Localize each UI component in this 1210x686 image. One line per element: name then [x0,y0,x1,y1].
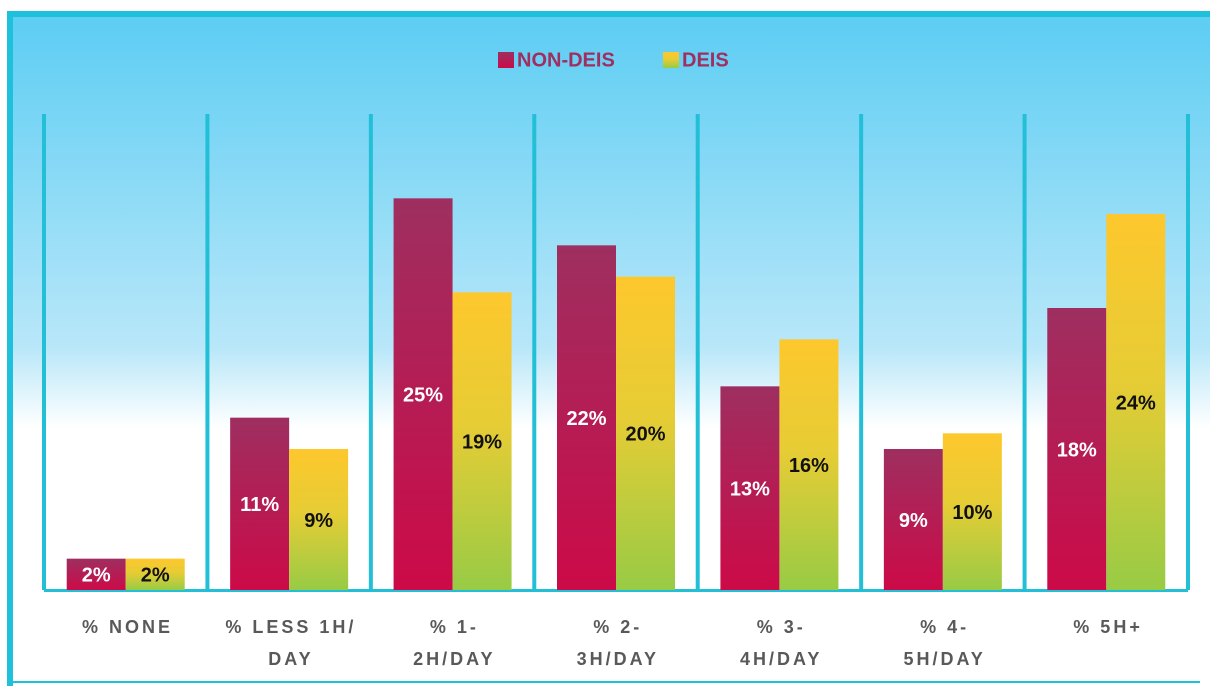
bar [289,449,349,590]
x-tick-label: % 5H+ [1073,617,1143,637]
x-tick-label: % 1- 2H/DAY [413,617,496,669]
bar [779,339,839,590]
value-label: 19% [462,431,502,453]
bar [452,292,512,590]
x-tick-label: % LESS 1H/ DAY [225,617,357,669]
frame-top [7,11,1210,17]
value-label: 10% [952,502,992,524]
legend-swatch [498,52,514,68]
divider [368,114,373,590]
frame-bottom [10,681,1200,683]
value-label: 11% [240,494,279,516]
divider [42,114,46,590]
bar [66,558,126,590]
frame-left [7,11,13,686]
bar [720,386,780,590]
bar [230,417,290,590]
x-tick-label: % NONE [81,617,173,637]
bar [1047,308,1107,590]
legend-label: NON-DEIS [517,49,615,71]
value-label: 20% [625,424,665,446]
divider [1022,114,1027,590]
x-tick-label: % 3- 4H/DAY [740,617,823,669]
bar [1106,214,1166,590]
value-label: 13% [730,478,770,500]
value-label: 2% [141,565,170,587]
legend-label: DEIS [682,49,729,71]
value-label: 9% [304,510,333,532]
bar [942,433,1002,590]
value-label: 22% [566,408,606,430]
legend-swatch [663,52,679,68]
value-label: 16% [789,455,829,477]
bar [393,198,453,591]
divider [695,114,700,590]
value-label: 24% [1116,392,1156,414]
value-label: 18% [1057,439,1097,461]
bar [557,245,616,591]
x-tick-label: % 4- 5H/DAY [903,617,986,669]
x-tick-label: % 2- 3H/DAY [576,617,659,669]
value-label: 25% [403,384,443,406]
divider [859,114,864,590]
divider [532,114,537,590]
bar [125,558,185,590]
value-label: 2% [82,565,111,587]
bar [616,276,675,590]
bar [883,449,943,590]
divider [205,114,210,590]
baseline [44,589,1188,592]
divider [1186,114,1190,590]
value-label: 9% [899,510,928,532]
